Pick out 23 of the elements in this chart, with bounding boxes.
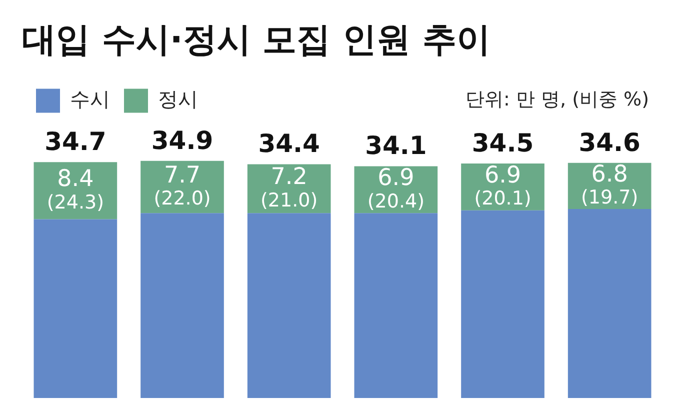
total-label: 34.5 <box>472 128 534 158</box>
bar <box>140 213 224 398</box>
data-label: 7.7 (22.0) <box>154 162 211 210</box>
total-label: 34.7 <box>44 127 106 156</box>
bar <box>34 162 118 220</box>
total-label: 34.4 <box>258 129 320 158</box>
data-label: 6.9 (20.4) <box>367 165 424 212</box>
total-label: 34.1 <box>365 131 427 160</box>
data-label: 7.2 (21.0) <box>260 164 318 212</box>
bar <box>34 219 118 398</box>
data-label: 6.9 (20.1) <box>474 162 532 210</box>
legend-label: 정시 <box>158 87 198 112</box>
text: 단위: 만 명, (비중 %) <box>466 88 649 111</box>
bar <box>354 213 438 398</box>
chart-title: 대입 수시·정시 모집 인원 추이 <box>22 20 490 60</box>
bar <box>247 213 331 398</box>
legend-label: 수시 <box>70 87 110 112</box>
bar <box>568 209 652 398</box>
data-label: 8.4 (24.3) <box>46 166 104 214</box>
total-label: 34.6 <box>578 128 640 157</box>
data-label: 6.8 (19.7) <box>581 161 638 209</box>
total-label: 34.9 <box>151 126 214 155</box>
bar <box>461 210 544 398</box>
